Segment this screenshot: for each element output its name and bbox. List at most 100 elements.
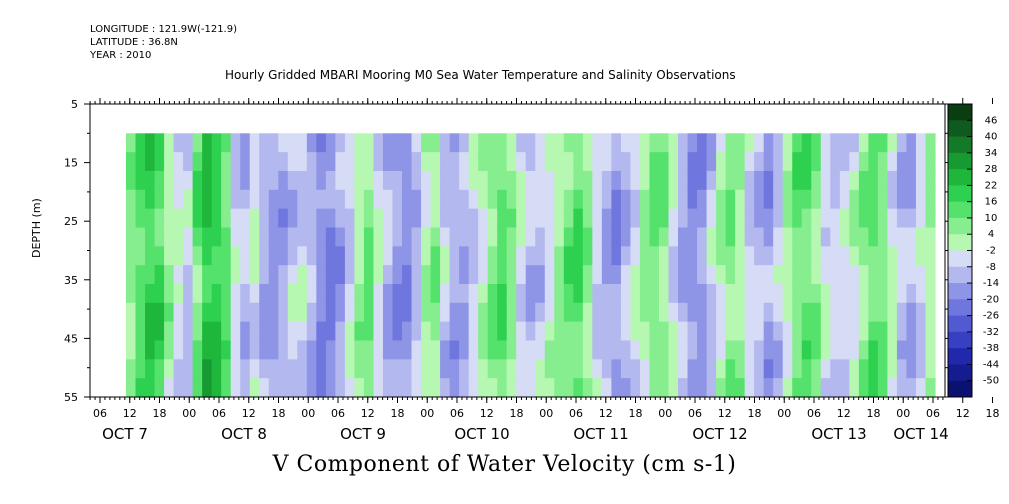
heatmap-cell: [192, 340, 203, 360]
heatmap-cell: [459, 302, 470, 323]
heatmap-cell: [316, 227, 327, 247]
heatmap-cell: [754, 302, 765, 323]
heatmap-cell: [744, 189, 755, 210]
heatmap-cell: [211, 170, 222, 191]
heatmap-cell: [773, 152, 784, 172]
colorbar-swatch: [948, 315, 972, 333]
heatmap-cell: [754, 208, 765, 229]
heatmap-cell: [202, 378, 213, 398]
heatmap-cell: [145, 321, 156, 342]
colorbar-swatch: [948, 331, 972, 349]
heatmap-cell: [259, 359, 270, 379]
heatmap-cell: [658, 321, 670, 342]
heatmap-cell: [525, 208, 536, 229]
heatmap-cell: [449, 246, 460, 266]
colorbar-label: 4: [988, 229, 994, 240]
heatmap-cell: [773, 321, 784, 342]
heatmap-cell: [268, 208, 279, 229]
heatmap-cell: [382, 170, 394, 191]
heatmap-cell: [335, 340, 346, 360]
heatmap-cell: [735, 133, 746, 153]
heatmap-cell: [678, 208, 689, 229]
heatmap-cell: [630, 283, 641, 304]
x-tick-label: 12: [123, 407, 137, 420]
heatmap-cell: [716, 378, 727, 398]
heatmap-cell: [268, 378, 279, 398]
heatmap-cell: [687, 359, 698, 379]
heatmap-cell: [316, 359, 327, 379]
heatmap-cell: [887, 208, 898, 229]
heatmap-cell: [925, 133, 936, 153]
heatmap-cell: [678, 283, 689, 304]
heatmap-cell: [192, 283, 203, 304]
heatmap-cell: [249, 283, 260, 304]
heatmap-cell: [592, 378, 603, 398]
heatmap-cell: [744, 133, 755, 153]
colorbar-label: 22: [985, 180, 998, 191]
heatmap-cell: [792, 265, 803, 285]
heatmap-cell: [145, 378, 156, 398]
heatmap-cell: [135, 189, 146, 210]
heatmap-cell: [706, 265, 717, 285]
heatmap-cell: [601, 340, 612, 360]
heatmap-cell: [611, 340, 622, 360]
heatmap-cell: [915, 283, 927, 304]
heatmap-cell: [716, 283, 727, 304]
heatmap-cell: [915, 152, 927, 172]
heatmap-cell: [915, 265, 927, 285]
heatmap-cell: [354, 378, 365, 398]
heatmap-cell: [354, 133, 365, 153]
heatmap-cell: [925, 265, 936, 285]
heatmap-cell: [516, 152, 527, 172]
heatmap-cell: [725, 359, 736, 379]
heatmap-cell: [649, 246, 660, 266]
heatmap-cell: [430, 246, 441, 266]
heatmap-cell: [658, 189, 670, 210]
heatmap-cell: [183, 152, 194, 172]
heatmap-cell: [430, 227, 441, 247]
heatmap-cell: [211, 189, 222, 210]
heatmap-cell: [592, 133, 603, 153]
heatmap-cell: [811, 359, 822, 379]
heatmap-cell: [297, 359, 308, 379]
heatmap-cell: [497, 359, 508, 379]
heatmap-cell: [592, 283, 603, 304]
heatmap-cell: [221, 359, 232, 379]
heatmap-cell: [839, 170, 850, 191]
y-tick-label: 25: [64, 215, 78, 228]
heatmap-cell: [554, 321, 565, 342]
heatmap-cell: [563, 340, 574, 360]
heatmap-cell: [811, 152, 822, 172]
heatmap-cell: [354, 359, 365, 379]
heatmap-cell: [563, 378, 574, 398]
heatmap-cell: [573, 189, 584, 210]
heatmap-cell: [544, 170, 555, 191]
heatmap-cell: [849, 265, 860, 285]
heatmap-cell: [706, 302, 717, 323]
heatmap-cell: [240, 321, 251, 342]
colorbar-swatch: [948, 136, 972, 154]
heatmap-cell: [678, 170, 689, 191]
heatmap-cell: [839, 321, 850, 342]
heatmap-cell: [173, 246, 184, 266]
heatmap-cell: [449, 133, 460, 153]
heatmap-cell: [820, 283, 831, 304]
heatmap-cell: [211, 208, 222, 229]
heatmap-cell: [592, 340, 603, 360]
heatmap-cell: [278, 170, 289, 191]
heatmap-cell: [849, 378, 860, 398]
heatmap-cell: [601, 227, 612, 247]
heatmap-cell: [173, 378, 184, 398]
x-tick-label: 12: [718, 407, 732, 420]
heatmap-cell: [820, 321, 831, 342]
x-tick-label: 00: [420, 407, 434, 420]
heatmap-cell: [306, 265, 317, 285]
heatmap-cell: [287, 302, 298, 323]
heatmap-cell: [906, 302, 917, 323]
heatmap-cell: [725, 265, 736, 285]
heatmap-cell: [373, 265, 384, 285]
heatmap-cell: [868, 321, 879, 342]
heatmap-cell: [754, 321, 765, 342]
heatmap-cell: [287, 170, 298, 191]
heatmap-cell: [202, 208, 213, 229]
